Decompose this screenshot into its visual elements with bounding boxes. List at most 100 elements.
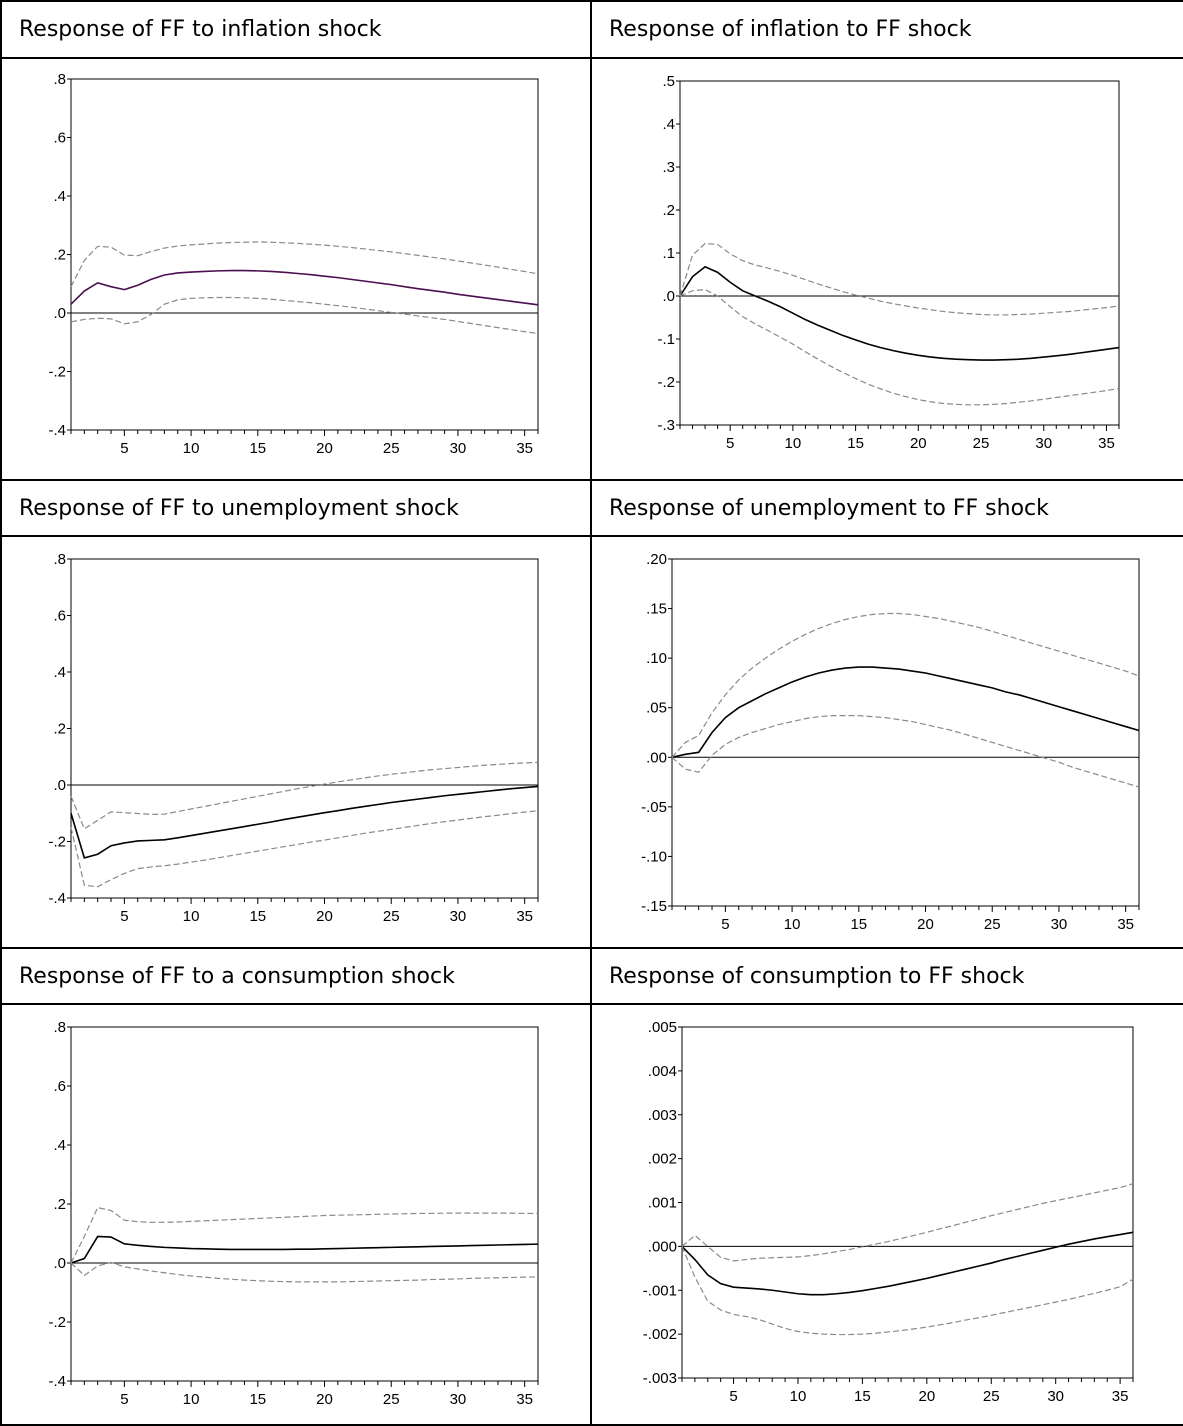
y-tick-label: -.15 [641, 898, 667, 915]
plot-frame [70, 1026, 539, 1382]
x-tick-label: 20 [316, 440, 333, 457]
y-tick-label: -.2 [657, 374, 675, 391]
confidence-band-line [671, 715, 1140, 788]
x-tick-label: 20 [917, 916, 934, 933]
y-tick-label: -.05 [641, 799, 667, 816]
x-tick-label: 15 [249, 908, 266, 925]
plot-frame [70, 558, 539, 899]
x-tick-label: 5 [721, 916, 729, 933]
x-tick-label: 35 [516, 1391, 533, 1408]
y-tick-label: .004 [648, 1063, 677, 1080]
y-tick-label: -.2 [48, 834, 66, 851]
x-tick-label: 15 [249, 1391, 266, 1408]
confidence-band-line [681, 1246, 1134, 1336]
y-tick-label: .2 [53, 247, 66, 264]
response-line [681, 1231, 1134, 1296]
x-tick-label: 10 [183, 440, 200, 457]
y-tick-label: .001 [648, 1195, 677, 1212]
x-tick-label: 25 [984, 916, 1001, 933]
x-tick-label: 35 [1117, 916, 1134, 933]
chart-cell-ff-inflation: -.4 -.2 .0 .2 .4 .6 .8 5 10 15 20 25 30 35 [0, 57, 592, 481]
y-tick-label: -.002 [643, 1326, 677, 1343]
confidence-band-line [70, 1261, 539, 1283]
chart-cell-unemployment-ff: -.15 -.10 -.05 .00 .05 .10 .15 .20 5 10 15 20 25 30 35 [590, 535, 1183, 949]
y-tick-label: -.2 [48, 1314, 66, 1331]
y-tick-label: .0 [53, 1255, 66, 1272]
x-tick-label: 25 [973, 435, 990, 452]
irf-chart-consumption-ff: -.003 -.002 -.001 .000 .001 .002 .003 .004 .005 5… [643, 1019, 1134, 1405]
x-tick-label: 30 [450, 908, 467, 925]
y-tick-label: .000 [648, 1238, 677, 1255]
x-tick-label: 5 [120, 440, 128, 457]
y-tick-label: .2 [53, 1196, 66, 1213]
y-tick-label: .8 [53, 71, 66, 88]
panel-title-ff-inflation: Response of FF to inflation shock [0, 0, 592, 59]
panel-title-consumption-ff: Response of consumption to FF shock [590, 947, 1183, 1005]
y-tick-label: -.001 [643, 1282, 677, 1299]
x-tick-label: 35 [516, 908, 533, 925]
x-tick-label: 30 [450, 1391, 467, 1408]
x-tick-label: 5 [120, 908, 128, 925]
chart-cell-ff-unemployment: -.4 -.2 .0 .2 .4 .6 .8 5 10 15 20 25 30 35 [0, 535, 592, 949]
x-tick-label: 10 [785, 435, 802, 452]
confidence-band-line [681, 1183, 1134, 1262]
x-tick-label: 30 [450, 440, 467, 457]
y-tick-label: .0 [53, 777, 66, 794]
confidence-band-line [679, 288, 1120, 406]
confidence-band-line [671, 612, 1140, 758]
x-tick-label: 35 [1112, 1388, 1129, 1405]
y-tick-label: .6 [53, 608, 66, 625]
x-tick-label: 15 [854, 1388, 871, 1405]
panel-title-ff-consumption: Response of FF to a consumption shock [0, 947, 592, 1005]
response-line [671, 666, 1140, 759]
x-tick-label: 15 [847, 435, 864, 452]
y-tick-label: -.003 [643, 1370, 677, 1387]
y-tick-label: -.4 [48, 422, 66, 439]
x-tick-label: 10 [784, 916, 801, 933]
irf-chart-unemployment-ff: -.15 -.10 -.05 .00 .05 .10 .15 .20 5 10 15 20 25 30 35 [641, 551, 1140, 933]
irf-chart-ff-inflation: -.4 -.2 .0 .2 .4 .6 .8 5 10 15 20 25 30 35 [48, 71, 539, 457]
y-tick-label: .05 [646, 700, 667, 717]
response-line [70, 269, 539, 306]
x-tick-label: 5 [120, 1391, 128, 1408]
y-tick-label: -.1 [657, 331, 675, 348]
irf-chart-ff-unemployment: -.4 -.2 .0 .2 .4 .6 .8 5 10 15 20 25 30 35 [48, 551, 539, 925]
x-tick-label: 35 [1098, 435, 1115, 452]
y-tick-label: -.4 [48, 890, 66, 907]
x-tick-label: 15 [850, 916, 867, 933]
chart-cell-ff-consumption: -.4 -.2 .0 .2 .4 .6 .8 5 10 15 20 25 30 35 [0, 1003, 592, 1426]
y-tick-label: .4 [53, 188, 66, 205]
y-tick-label: .00 [646, 749, 667, 766]
panel-title-ff-unemployment: Response of FF to unemployment shock [0, 479, 592, 537]
plot-frame [679, 80, 1120, 426]
x-tick-label: 30 [1035, 435, 1052, 452]
y-tick-label: .6 [53, 1078, 66, 1095]
panel-title-unemployment-ff: Response of unemployment to FF shock [590, 479, 1183, 537]
y-tick-label: .3 [662, 159, 675, 176]
x-tick-label: 10 [790, 1388, 807, 1405]
y-tick-label: .5 [662, 73, 675, 90]
chart-cell-inflation-ff: -.3 -.2 -.1 .0 .1 .2 .3 .4 .5 5 10 15 20 25 30 35 [590, 57, 1183, 481]
y-tick-label: -.4 [48, 1373, 66, 1390]
x-tick-label: 35 [516, 440, 533, 457]
plot-frame [671, 558, 1140, 907]
y-tick-label: .0 [53, 305, 66, 322]
x-tick-label: 30 [1051, 916, 1068, 933]
y-tick-label: .002 [648, 1151, 677, 1168]
y-tick-label: .005 [648, 1019, 677, 1036]
x-tick-label: 20 [316, 908, 333, 925]
plot-frame [681, 1026, 1134, 1379]
panel-title-inflation-ff: Response of inflation to FF shock [590, 0, 1183, 59]
y-tick-label: .15 [646, 601, 667, 618]
irf-chart-inflation-ff: -.3 -.2 -.1 .0 .1 .2 .3 .4 .5 5 10 15 20 25 30 35 [657, 73, 1120, 452]
x-tick-label: 25 [383, 440, 400, 457]
x-tick-label: 15 [249, 440, 266, 457]
y-tick-label: .4 [53, 664, 66, 681]
y-tick-label: .6 [53, 130, 66, 147]
confidence-band-line [679, 242, 1120, 316]
x-tick-label: 5 [729, 1388, 737, 1405]
x-tick-label: 10 [183, 1391, 200, 1408]
chart-cell-consumption-ff: -.003 -.002 -.001 .000 .001 .002 .003 .004 .005 5… [590, 1003, 1183, 1426]
response-line [70, 1235, 539, 1264]
